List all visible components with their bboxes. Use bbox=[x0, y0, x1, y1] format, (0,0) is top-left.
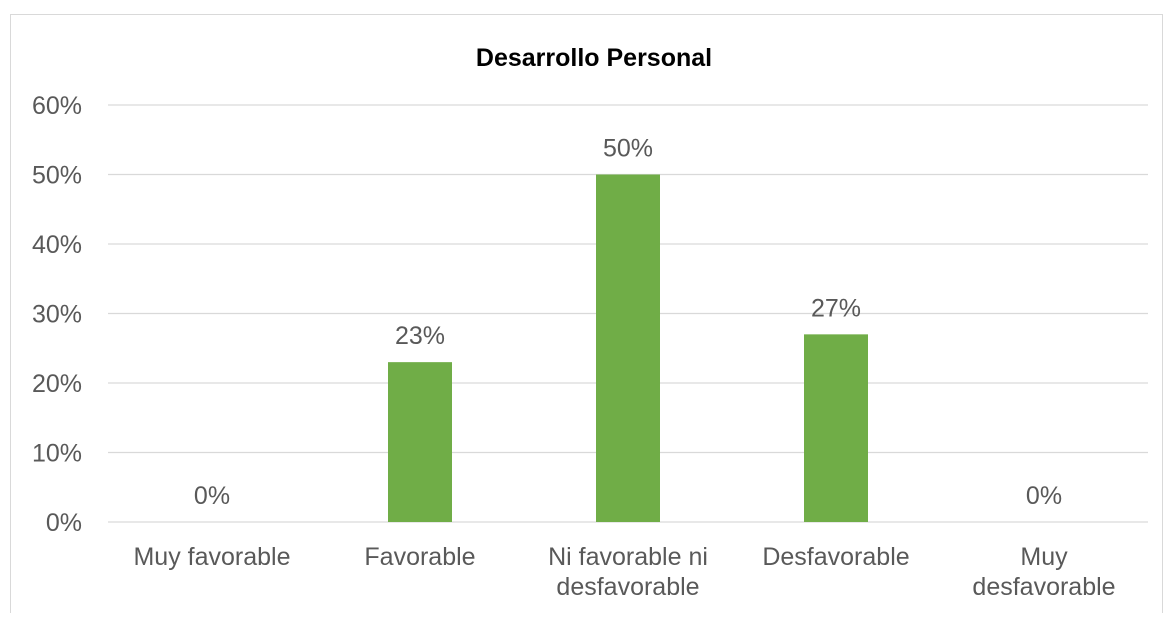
data-label: 0% bbox=[194, 482, 230, 510]
bar bbox=[596, 174, 660, 522]
data-label: 50% bbox=[603, 135, 653, 163]
y-tick-label: 50% bbox=[32, 162, 82, 190]
y-tick-label: 60% bbox=[32, 92, 82, 120]
x-tick-label: desfavorable bbox=[972, 573, 1115, 601]
data-labels: 0% 23% 50% 27% 0% bbox=[194, 135, 1062, 511]
y-tick-label: 40% bbox=[32, 231, 82, 259]
x-tick-label: Ni favorable ni bbox=[548, 543, 708, 571]
data-label: 27% bbox=[811, 294, 861, 322]
chart-title: Desarrollo Personal bbox=[476, 44, 712, 72]
y-tick-label: 10% bbox=[32, 440, 82, 468]
y-axis-tick-labels: 0% 10% 20% 30% 40% 50% 60% bbox=[32, 92, 82, 537]
data-label: 0% bbox=[1026, 482, 1062, 510]
x-tick-label: Muy bbox=[1020, 543, 1068, 571]
x-tick-label: desfavorable bbox=[556, 573, 699, 601]
chart-border bbox=[10, 14, 1163, 615]
y-tick-label: 30% bbox=[32, 301, 82, 329]
y-tick-label: 20% bbox=[32, 370, 82, 398]
bar bbox=[804, 334, 868, 522]
data-label: 23% bbox=[395, 322, 445, 350]
x-tick-label: Favorable bbox=[364, 543, 475, 571]
x-tick-label: Muy favorable bbox=[133, 543, 290, 571]
bars bbox=[388, 174, 868, 522]
y-tick-label: 0% bbox=[46, 509, 82, 537]
x-tick-label: Desfavorable bbox=[762, 543, 909, 571]
bar bbox=[388, 362, 452, 522]
x-axis-category-labels: Muy favorable Favorable Ni favorable nides… bbox=[133, 543, 1115, 601]
